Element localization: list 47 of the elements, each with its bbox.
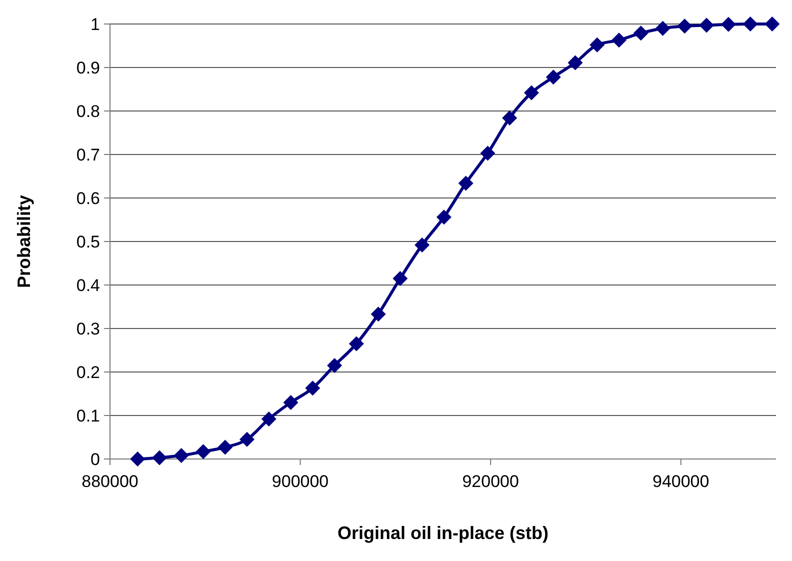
point <box>524 85 539 100</box>
point <box>414 237 430 252</box>
point <box>699 18 714 33</box>
point <box>370 306 386 322</box>
point <box>327 358 342 373</box>
y-tick-label: 0.5 <box>76 232 100 252</box>
point <box>720 16 736 32</box>
y-tick-label: 0.3 <box>76 319 100 338</box>
point <box>677 18 692 34</box>
point <box>152 450 167 466</box>
point <box>436 210 452 225</box>
y-tick-label: 1 <box>90 14 100 34</box>
point <box>568 55 583 70</box>
point <box>480 146 496 161</box>
y-tick-label: 0.6 <box>76 188 100 208</box>
point <box>174 448 189 464</box>
y-axis-title: Probability <box>14 194 34 288</box>
point <box>546 70 561 85</box>
y-tick-label: 0 <box>90 450 100 469</box>
point <box>392 270 408 286</box>
point <box>742 16 758 32</box>
point <box>612 32 627 48</box>
point <box>130 452 146 466</box>
y-tick-label: 0.9 <box>76 58 100 78</box>
y-tick-label: 0.2 <box>76 362 100 382</box>
x-tick-label: 900000 <box>272 472 329 491</box>
point <box>502 110 518 126</box>
y-tick-label: 0.8 <box>76 102 100 121</box>
point <box>283 394 298 410</box>
point <box>261 411 276 426</box>
point <box>348 336 364 352</box>
point <box>218 440 233 455</box>
point <box>655 20 670 36</box>
point <box>196 444 211 460</box>
point <box>240 432 255 447</box>
x-tick-label: 940000 <box>652 472 710 491</box>
point <box>305 380 320 396</box>
x-tick-label: 880000 <box>82 472 138 491</box>
point <box>458 176 474 191</box>
point <box>590 37 605 52</box>
x-tick-label: 920000 <box>462 472 519 491</box>
point <box>633 26 648 41</box>
y-tick-label: 0.4 <box>76 276 100 295</box>
x-axis-title: Original oil in-place (stb) <box>337 523 549 543</box>
y-tick-label: 0.7 <box>76 145 100 164</box>
point <box>764 16 780 32</box>
y-tick-label: 0.1 <box>76 406 100 426</box>
